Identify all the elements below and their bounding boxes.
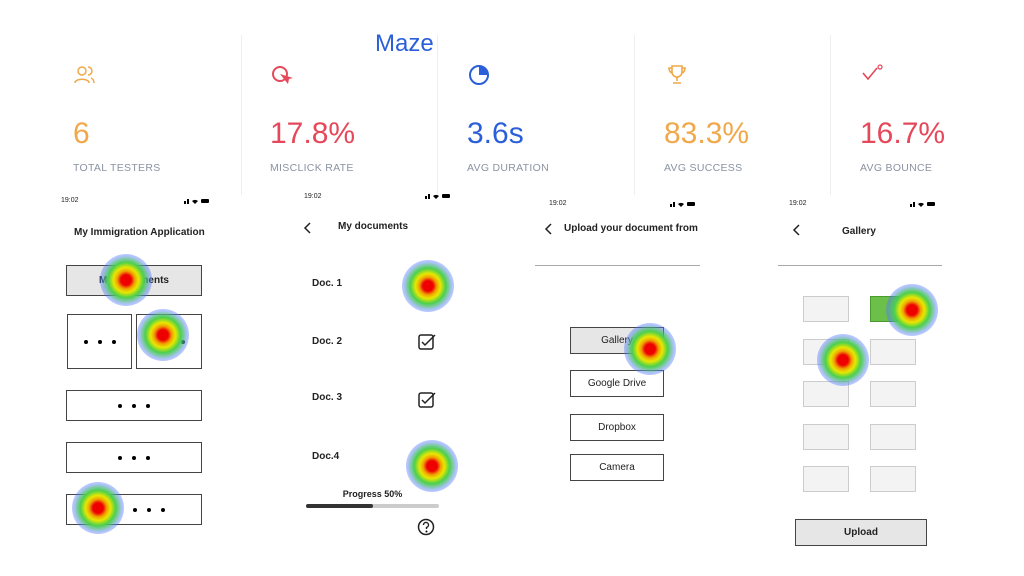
metric-value: 6	[73, 117, 90, 150]
divider	[535, 265, 700, 266]
heat-spot	[137, 309, 189, 361]
screen-title: Upload your document from	[564, 223, 698, 234]
brand-title: Maze	[375, 30, 434, 57]
metric-label: TOTAL TESTERS	[73, 162, 161, 174]
image-thumb[interactable]	[870, 424, 916, 450]
menu-tile[interactable]	[67, 314, 132, 369]
status-time: 19:02	[304, 193, 322, 200]
heat-spot	[886, 284, 938, 336]
status-time: 19:02	[549, 200, 567, 207]
checkbox[interactable]	[417, 332, 437, 352]
misclick-icon	[272, 66, 293, 84]
image-thumb[interactable]	[870, 466, 916, 492]
heat-spot	[406, 440, 458, 492]
status-time: 19:02	[61, 197, 79, 204]
image-thumb[interactable]	[803, 466, 849, 492]
option-button[interactable]: Google Drive	[570, 370, 664, 397]
heat-spot	[817, 334, 869, 386]
checkbox[interactable]	[417, 390, 437, 410]
progress-track	[306, 504, 439, 508]
divider	[437, 35, 438, 195]
divider	[241, 35, 242, 195]
image-thumb[interactable]	[870, 381, 916, 407]
menu-row[interactable]	[66, 390, 202, 421]
document-name: Doc.4	[312, 451, 340, 462]
metric-label: AVG BOUNCE	[860, 162, 933, 174]
metric-value: 17.8%	[270, 117, 356, 150]
back-arrow[interactable]	[303, 222, 313, 234]
metric-label: AVG DURATION	[467, 162, 549, 174]
menu-row[interactable]	[66, 442, 202, 473]
back-arrow[interactable]	[544, 223, 554, 235]
screen-title: My Immigration Application	[74, 227, 205, 238]
screen-title: Gallery	[842, 226, 876, 237]
status-time: 19:02	[789, 200, 807, 207]
image-thumb[interactable]	[803, 424, 849, 450]
heat-spot	[624, 323, 676, 375]
testers-icon	[74, 66, 95, 84]
heat-spot	[402, 260, 454, 312]
metric-label: AVG SUCCESS	[664, 162, 743, 174]
document-name: Doc. 1	[312, 278, 343, 289]
option-button[interactable]: Dropbox	[570, 414, 664, 441]
divider	[830, 35, 831, 195]
metric-value: 83.3%	[664, 117, 750, 150]
success-icon	[668, 65, 686, 84]
heat-spot	[100, 254, 152, 306]
metric-value: 3.6s	[467, 117, 524, 150]
back-arrow[interactable]	[792, 224, 802, 236]
metric-value: 16.7%	[860, 117, 946, 150]
image-thumb[interactable]	[803, 296, 849, 322]
document-name: Doc. 2	[312, 336, 343, 347]
option-button[interactable]: Camera	[570, 454, 664, 481]
divider	[634, 35, 635, 195]
progress-label: Progress 50%	[342, 489, 403, 499]
status-icons	[910, 202, 935, 207]
menu-row[interactable]	[66, 494, 202, 525]
status-icons	[184, 199, 209, 204]
upload-button[interactable]: Upload	[795, 519, 927, 546]
status-icons	[670, 202, 695, 207]
image-thumb[interactable]	[870, 339, 916, 365]
duration-icon	[469, 65, 489, 85]
status-icons	[425, 194, 450, 199]
document-name: Doc. 3	[312, 392, 343, 403]
screen-title: My documents	[338, 221, 409, 232]
help-icon[interactable]	[417, 518, 435, 536]
divider	[778, 265, 942, 266]
progress-fill	[306, 504, 373, 508]
bounce-icon	[862, 64, 883, 81]
heat-spot	[72, 482, 124, 534]
metric-label: MISCLICK RATE	[270, 162, 354, 174]
